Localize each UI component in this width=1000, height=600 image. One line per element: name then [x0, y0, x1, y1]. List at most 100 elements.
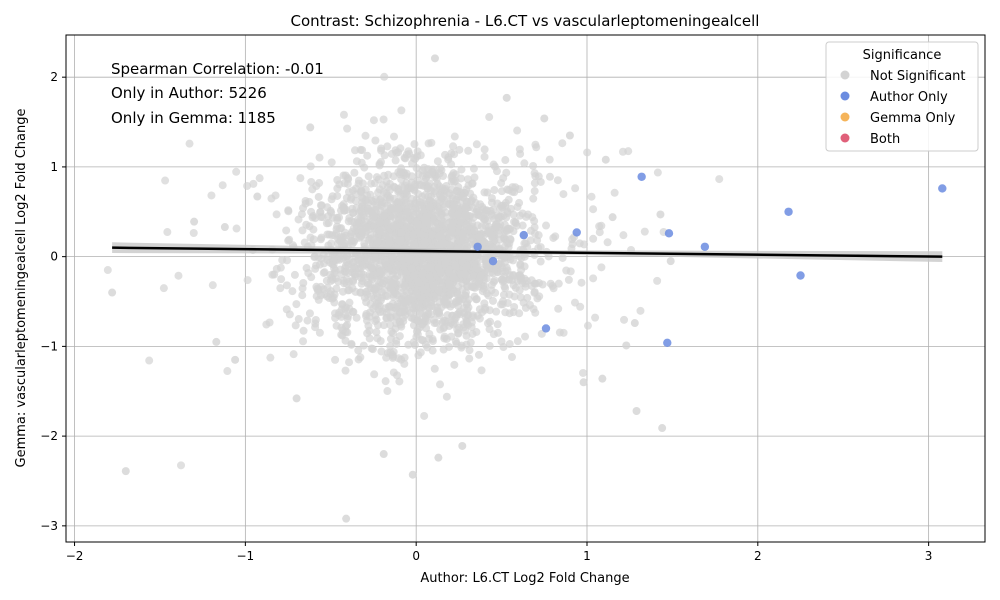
- author-only-point: [796, 271, 805, 280]
- gemma-only-count-annotation: Only in Gemma: 1185: [111, 109, 276, 127]
- not-significant-point: [352, 221, 361, 230]
- not-significant-point: [474, 276, 483, 285]
- not-significant-point: [347, 340, 356, 349]
- author-only-point: [700, 242, 710, 251]
- not-significant-point: [385, 239, 394, 248]
- not-significant-point: [316, 235, 325, 244]
- not-significant-point: [503, 207, 512, 216]
- not-significant-point: [430, 189, 439, 198]
- not-significant-point: [372, 328, 381, 337]
- not-significant-point: [474, 282, 483, 291]
- not-significant-point: [420, 163, 429, 172]
- not-significant-point: [416, 229, 425, 238]
- not-significant-point: [636, 306, 645, 315]
- not-significant-point: [344, 268, 353, 277]
- not-significant-point: [515, 286, 524, 295]
- legend-title: Significance: [863, 48, 942, 63]
- not-significant-point: [253, 192, 262, 201]
- not-significant-point: [388, 299, 397, 308]
- not-significant-point: [480, 299, 489, 308]
- not-significant-point: [579, 368, 588, 377]
- not-significant-point: [521, 279, 530, 288]
- not-significant-point: [370, 370, 379, 379]
- not-significant-point: [496, 204, 505, 213]
- author-only-point: [664, 229, 674, 238]
- not-significant-point: [363, 290, 372, 299]
- legend-label-not-significant: Not Significant: [870, 69, 966, 84]
- legend-label-both: Both: [870, 132, 900, 147]
- not-significant-point: [446, 290, 455, 299]
- not-significant-point: [433, 157, 442, 166]
- not-significant-point: [400, 353, 409, 362]
- not-significant-point: [218, 181, 227, 190]
- not-significant-point: [377, 347, 386, 356]
- not-significant-point: [393, 271, 402, 280]
- not-significant-point: [394, 204, 403, 213]
- not-significant-point: [407, 264, 416, 273]
- not-significant-point: [454, 183, 463, 192]
- not-significant-point: [443, 213, 452, 222]
- not-significant-point: [481, 222, 490, 231]
- not-significant-point: [469, 193, 478, 202]
- not-significant-point: [305, 197, 314, 206]
- not-significant-point: [564, 275, 573, 284]
- not-significant-point: [511, 183, 520, 192]
- not-significant-point: [587, 192, 596, 201]
- not-significant-point: [515, 198, 524, 207]
- not-significant-point: [446, 302, 455, 311]
- not-significant-point: [477, 366, 486, 375]
- not-significant-point: [327, 195, 336, 204]
- not-significant-point: [461, 270, 470, 279]
- not-significant-point: [400, 181, 409, 190]
- not-significant-point: [484, 264, 493, 273]
- not-significant-point: [305, 309, 314, 318]
- not-significant-point: [412, 289, 421, 298]
- not-significant-point: [622, 341, 631, 350]
- not-significant-point: [490, 186, 499, 195]
- not-significant-point: [481, 305, 490, 314]
- not-significant-point: [373, 334, 382, 343]
- not-significant-point: [516, 149, 525, 158]
- not-significant-point: [382, 177, 391, 186]
- not-significant-point: [344, 175, 353, 184]
- not-significant-point: [482, 206, 491, 215]
- not-significant-point: [386, 348, 395, 357]
- not-significant-point: [509, 256, 518, 265]
- not-significant-point: [374, 188, 383, 197]
- not-significant-point: [453, 290, 462, 299]
- not-significant-point: [658, 424, 667, 433]
- not-significant-point: [420, 191, 429, 200]
- not-significant-point: [534, 244, 543, 253]
- not-significant-point: [426, 310, 435, 319]
- not-significant-point: [145, 356, 154, 365]
- not-significant-point: [423, 218, 432, 227]
- not-significant-point: [342, 514, 351, 523]
- not-significant-point: [231, 355, 240, 364]
- not-significant-point: [591, 313, 600, 322]
- not-significant-point: [327, 239, 336, 248]
- not-significant-point: [473, 311, 482, 320]
- not-significant-point: [362, 223, 371, 232]
- not-significant-point: [364, 204, 373, 213]
- not-significant-point: [284, 236, 293, 245]
- plot-frame: [65, 34, 986, 543]
- not-significant-point: [583, 321, 592, 330]
- not-significant-point: [255, 174, 264, 183]
- not-significant-point: [619, 231, 628, 240]
- not-significant-point: [361, 131, 370, 140]
- not-significant-point: [265, 318, 274, 327]
- not-significant-point: [516, 293, 525, 302]
- not-significant-point: [390, 132, 399, 141]
- author-only-point: [541, 324, 551, 333]
- not-significant-point: [462, 197, 471, 206]
- not-significant-point: [428, 346, 437, 355]
- not-significant-point: [414, 278, 423, 287]
- not-significant-point: [656, 210, 665, 219]
- not-significant-point: [513, 126, 522, 135]
- x-axis-ticks: −2 −1 0 1 2 3: [66, 542, 932, 563]
- not-significant-point: [508, 353, 517, 362]
- not-significant-point: [249, 179, 258, 188]
- not-significant-point: [497, 179, 506, 188]
- not-significant-point: [451, 177, 460, 186]
- not-significant-point: [608, 213, 617, 222]
